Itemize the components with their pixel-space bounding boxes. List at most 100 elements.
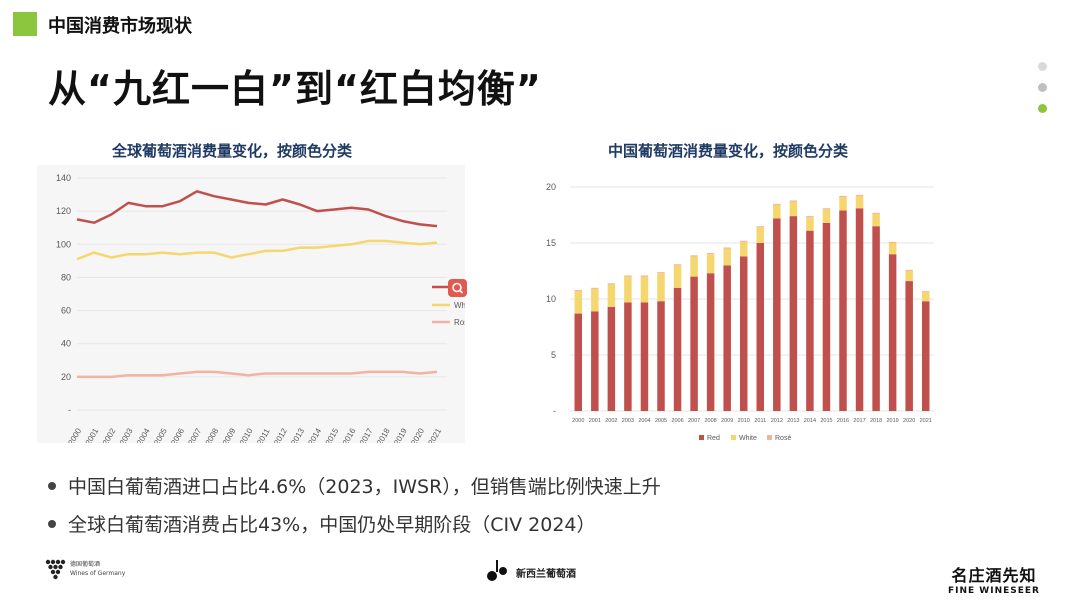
wines-of-germany-logo: 德国葡萄酒 Wines of Germany xyxy=(44,556,125,582)
bar-red xyxy=(657,301,665,411)
bar-white xyxy=(673,265,682,288)
bar-red xyxy=(822,222,831,411)
bar-white xyxy=(789,201,798,217)
y-tick-label: 20 xyxy=(546,182,556,192)
bar-white xyxy=(756,227,765,243)
bar-white xyxy=(624,276,632,303)
bar-rose xyxy=(789,200,798,202)
bar-red xyxy=(574,313,583,411)
bar-red xyxy=(872,226,880,411)
bar-rose xyxy=(723,247,731,249)
page-title: 从“九红一白”到“红白均衡” xyxy=(48,67,542,111)
page-indicator xyxy=(1038,62,1048,125)
legend-label: White xyxy=(739,435,757,442)
x-tick-label: 2010 xyxy=(738,418,750,424)
bar-red xyxy=(624,302,632,411)
page-dot-3[interactable] xyxy=(1038,104,1047,113)
search-icon xyxy=(452,282,464,294)
x-tick-label: 2019 xyxy=(887,418,899,424)
bar-red xyxy=(591,311,599,411)
logo-right-cn: 名庄酒先知 xyxy=(951,566,1037,585)
search-badge-icon[interactable] xyxy=(448,279,467,297)
bullet-item: 中国白葡萄酒进口占比4.6%（2023，IWSR），但销售端比例快速上升 xyxy=(48,472,661,499)
x-tick-label: 2005 xyxy=(655,418,667,424)
bar-red xyxy=(888,254,897,411)
y-tick-label: 40 xyxy=(61,339,71,349)
bar-rose xyxy=(739,240,748,242)
section-marker xyxy=(13,12,37,36)
bar-rose xyxy=(591,287,599,289)
bar-white xyxy=(905,271,913,282)
x-tick-label: 2015 xyxy=(820,418,832,424)
legend-swatch xyxy=(731,435,736,440)
x-tick-label: 2002 xyxy=(605,418,617,424)
bar-rose xyxy=(574,290,583,292)
bar-white xyxy=(706,254,715,274)
bar-red xyxy=(640,302,649,411)
y-tick-label: 20 xyxy=(61,372,71,382)
x-tick-label: 2011 xyxy=(754,418,766,424)
y-tick-label: 100 xyxy=(56,239,71,249)
x-tick-label: 2018 xyxy=(870,418,882,424)
x-tick-label: 2016 xyxy=(837,418,849,424)
grape-icon xyxy=(45,559,66,580)
x-tick-label: 2014 xyxy=(804,418,816,424)
global-chart-title: 全球葡萄酒消费量变化，按颜色分类 xyxy=(112,142,353,160)
page-dot-2[interactable] xyxy=(1038,83,1047,92)
china-chart-title: 中国葡萄酒消费量变化，按颜色分类 xyxy=(608,142,849,160)
nz-wine-icon xyxy=(487,560,507,581)
bar-white xyxy=(806,217,814,231)
series-line-white xyxy=(76,239,438,261)
bar-red xyxy=(607,306,616,411)
x-tick-label: 2020 xyxy=(903,418,915,424)
bar-white xyxy=(773,204,781,219)
series-line-red xyxy=(76,190,438,228)
y-tick-label: 140 xyxy=(56,173,71,183)
bar-white xyxy=(888,243,897,255)
legend-label: White xyxy=(454,301,465,310)
logo-right-en: FINE WINESEER xyxy=(948,586,1040,596)
y-tick-label: 15 xyxy=(546,238,556,248)
bar-rose xyxy=(690,255,698,257)
bar-red xyxy=(839,210,847,411)
x-tick-label: 2001 xyxy=(589,418,601,424)
bar-red xyxy=(921,301,930,411)
bullet-text: 中国白葡萄酒进口占比4.6%（2023，IWSR），但销售端比例快速上升 xyxy=(68,476,661,498)
bar-white xyxy=(839,197,847,211)
y-tick-label: - xyxy=(68,405,71,415)
bar-rose xyxy=(806,216,814,218)
x-tick-label: 2009 xyxy=(721,418,733,424)
y-tick-label: 5 xyxy=(551,350,556,360)
bar-rose xyxy=(872,212,880,214)
section-title: 中国消费市场现状 xyxy=(48,16,192,37)
legend-swatch xyxy=(699,435,704,440)
bar-rose xyxy=(905,269,913,271)
y-tick-label: 80 xyxy=(61,272,71,282)
bar-white xyxy=(739,241,748,257)
bar-rose xyxy=(773,203,781,205)
bar-rose xyxy=(706,253,715,255)
bar-red xyxy=(905,281,913,411)
x-tick-label: 2017 xyxy=(853,418,865,424)
bar-white xyxy=(822,209,831,223)
bar-rose xyxy=(921,291,930,293)
bar-red xyxy=(773,218,781,411)
logo-left-line2: Wines of Germany xyxy=(70,570,126,577)
bar-red xyxy=(739,256,748,411)
y-tick-label: 60 xyxy=(61,306,71,316)
x-tick-label: 2006 xyxy=(671,418,683,424)
page-dot-1[interactable] xyxy=(1038,62,1047,71)
legend-swatch xyxy=(767,435,772,440)
y-tick-label: 120 xyxy=(56,206,71,216)
bullet-list: 中国白葡萄酒进口占比4.6%（2023，IWSR），但销售端比例快速上升 全球白… xyxy=(48,472,661,548)
bullet-dot-icon xyxy=(48,481,56,490)
fine-wineseer-logo: 名庄酒先知 FINE WINESEER xyxy=(948,562,1040,596)
logo-mid-text: 新西兰葡萄酒 xyxy=(516,568,576,580)
bullet-dot-icon xyxy=(48,519,56,528)
series-line-rose xyxy=(77,370,438,379)
bar-rose xyxy=(624,275,632,277)
bar-rose xyxy=(839,195,847,198)
bar-red xyxy=(690,276,698,411)
bar-white xyxy=(591,288,599,312)
